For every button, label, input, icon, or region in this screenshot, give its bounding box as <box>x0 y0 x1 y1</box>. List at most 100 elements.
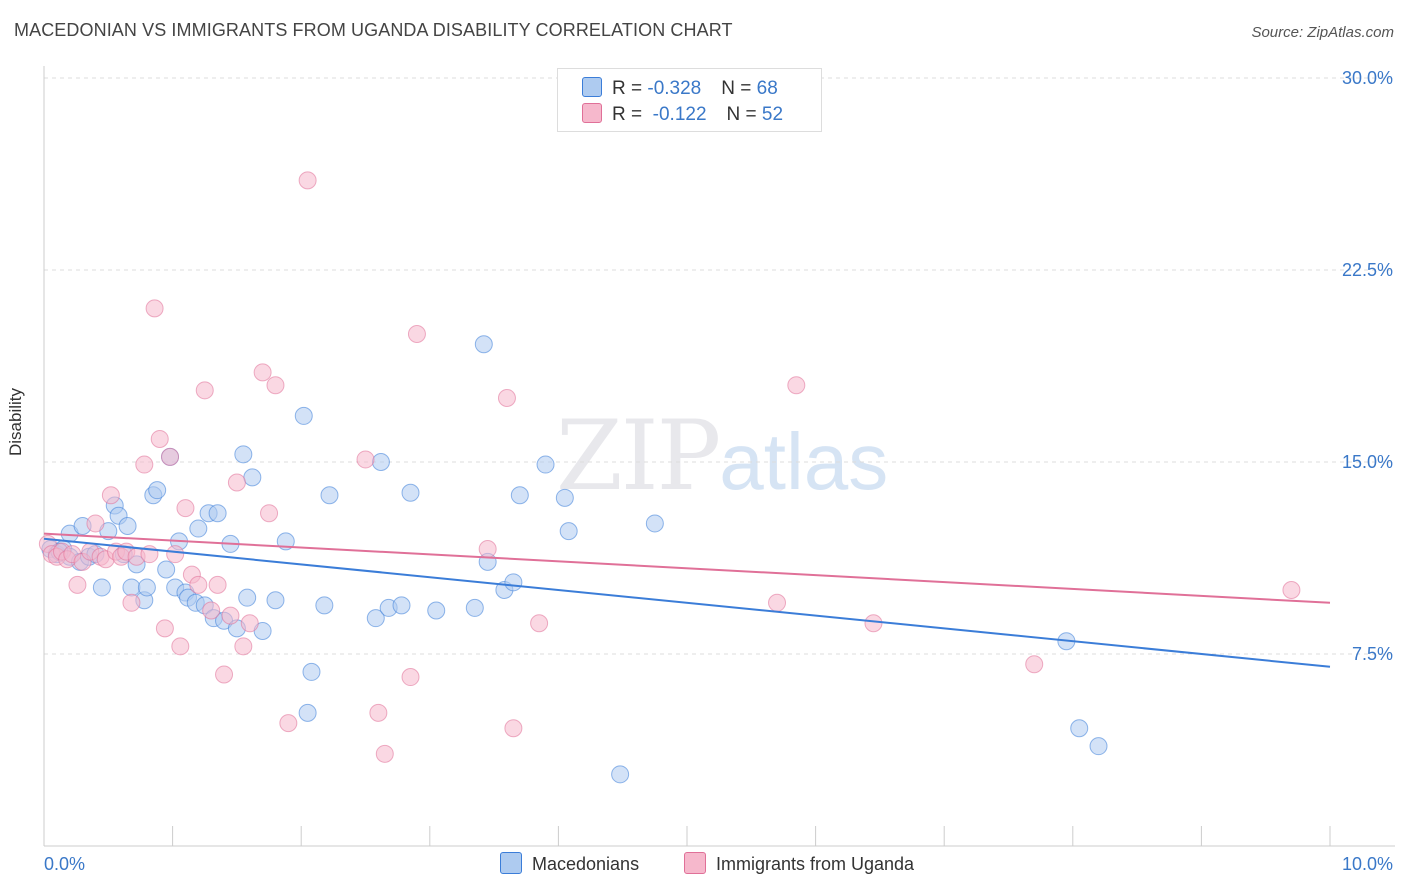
uganda-point <box>1282 581 1301 599</box>
macedonians-point <box>92 578 111 597</box>
uganda-point <box>1025 655 1044 674</box>
uganda-point <box>504 719 523 738</box>
macedonians-point <box>510 486 529 505</box>
uganda-point <box>221 606 240 625</box>
macedonians-point <box>118 517 137 535</box>
macedonians-point <box>465 598 484 617</box>
uganda-point <box>215 665 234 684</box>
uganda-trend-line <box>43 532 1331 604</box>
macedonians-point <box>366 609 385 628</box>
uganda-point <box>155 619 174 638</box>
macedonians-point <box>189 519 208 538</box>
uganda-point <box>497 389 516 407</box>
macedonians-point <box>401 483 420 502</box>
macedonians-point <box>555 488 574 507</box>
macedonians-point <box>1070 719 1089 738</box>
uganda-point <box>171 637 190 656</box>
bottom-legend-label-1: Macedonians <box>532 854 640 874</box>
macedonians-point <box>645 514 664 533</box>
y-tick-label: 30.0% <box>1342 68 1393 88</box>
uganda-point <box>176 499 195 518</box>
bottom-legend-swatch-blue <box>500 852 522 874</box>
uganda-point <box>530 614 549 633</box>
uganda-point <box>279 714 298 733</box>
macedonians-point <box>315 596 334 615</box>
legend-r-value: -0.328 <box>647 78 702 99</box>
macedonians-point <box>392 596 411 615</box>
macedonians-point <box>238 588 257 607</box>
chart-title: MACEDONIAN VS IMMIGRANTS FROM UGANDA DIS… <box>14 20 733 40</box>
x-tick-label: 10.0% <box>1342 854 1393 874</box>
uganda-point <box>208 575 227 594</box>
macedonians-point <box>1089 737 1108 756</box>
legend-row-macedonians: R = -0.328 N = 68 <box>582 77 778 101</box>
uganda-point <box>150 429 169 448</box>
uganda-point <box>122 593 141 612</box>
uganda-point <box>375 744 394 763</box>
macedonians-point <box>474 335 493 354</box>
uganda-point <box>145 299 164 318</box>
uganda-point <box>195 381 214 400</box>
bottom-legend-swatch-pink <box>684 852 706 874</box>
bottom-legend-label-2: Immigrants from Uganda <box>716 854 915 874</box>
y-tick-label: 7.5% <box>1352 644 1393 664</box>
legend-r-label: R = <box>612 104 648 125</box>
legend-swatch-pink <box>582 103 602 123</box>
legend-row-uganda: R = -0.122 N = 52 <box>582 103 783 127</box>
uganda-point <box>407 325 426 343</box>
uganda-point <box>161 447 180 466</box>
y-tick-label: 22.5% <box>1342 260 1393 280</box>
macedonians-point <box>266 591 285 610</box>
macedonians-point <box>536 455 555 474</box>
legend-n-label: N = <box>721 78 757 99</box>
uganda-point <box>864 614 883 633</box>
uganda-point <box>234 637 253 656</box>
uganda-point <box>253 363 272 382</box>
bottom-legend-macedonians: Macedonians <box>500 852 639 875</box>
uganda-point <box>266 376 285 395</box>
legend-r-value: -0.122 <box>647 104 707 125</box>
x-tick-label: 0.0% <box>44 854 85 874</box>
macedonians-point <box>611 765 630 784</box>
macedonians-point <box>157 560 176 579</box>
y-axis-label: Disability <box>6 387 25 456</box>
macedonians-point <box>234 445 253 464</box>
macedonians-point <box>294 406 313 425</box>
macedonians-point <box>427 601 446 620</box>
bottom-legend-uganda: Immigrants from Uganda <box>684 852 914 875</box>
uganda-point <box>298 171 317 190</box>
watermark-zip: ZIP <box>556 400 721 512</box>
macedonians-trend-line <box>43 537 1331 668</box>
legend-n-label: N = <box>726 104 762 125</box>
source-label: Source: ZipAtlas.com <box>1251 24 1394 41</box>
macedonians-point <box>320 486 339 505</box>
uganda-point <box>369 703 388 722</box>
stats-legend: R = -0.328 N = 68 R = -0.122 N = 52 <box>557 68 822 132</box>
uganda-point <box>86 514 105 533</box>
uganda-point <box>478 540 497 559</box>
uganda-point <box>189 575 208 594</box>
uganda-point <box>787 376 806 395</box>
macedonians-point <box>298 703 317 722</box>
uganda-point <box>240 614 259 633</box>
uganda-point <box>260 504 279 523</box>
uganda-point <box>227 473 246 492</box>
legend-n-value: 52 <box>761 104 784 125</box>
macedonians-point <box>122 578 141 597</box>
uganda-point <box>135 455 154 474</box>
uganda-point <box>68 575 87 594</box>
uganda-point <box>768 593 787 612</box>
legend-n-value: 68 <box>756 78 778 99</box>
uganda-point <box>401 668 420 687</box>
uganda-point <box>356 450 375 469</box>
legend-swatch-blue <box>582 77 602 97</box>
macedonians-point <box>559 522 578 541</box>
legend-r-label: R = <box>612 78 648 99</box>
uganda-point <box>166 545 185 564</box>
macedonians-point <box>208 504 227 523</box>
macedonians-point <box>243 468 262 487</box>
macedonians-point <box>148 481 167 500</box>
macedonians-point <box>371 453 390 471</box>
macedonians-point <box>504 573 523 592</box>
